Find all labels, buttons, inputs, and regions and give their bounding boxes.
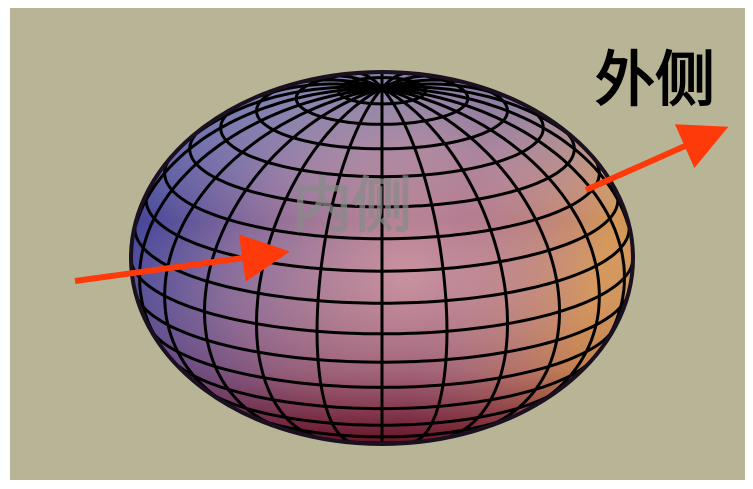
mesh-line	[381, 86, 510, 441]
mesh-line	[134, 294, 630, 364]
mesh-line	[133, 223, 631, 305]
outer-label: 外侧	[595, 46, 715, 116]
mesh-line	[148, 327, 616, 389]
mesh-line	[163, 156, 601, 241]
mesh-line	[381, 86, 601, 411]
inner-label: 内侧	[292, 172, 412, 242]
mesh-line	[138, 86, 383, 361]
mesh-line	[163, 86, 383, 411]
arrow-outer	[584, 124, 729, 193]
mesh-line	[188, 125, 576, 209]
arrow-inner	[74, 234, 290, 284]
mesh-line	[381, 86, 562, 431]
mesh-line	[205, 389, 559, 427]
mesh-line	[144, 189, 620, 273]
mesh-line	[315, 87, 384, 444]
ellipsoid	[129, 70, 635, 446]
mesh-line	[380, 87, 449, 444]
